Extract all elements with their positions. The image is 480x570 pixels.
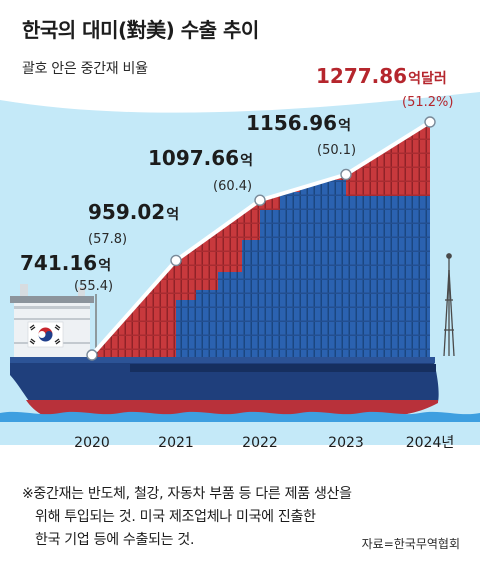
value-label-2024년: 1277.86억달러 — [316, 64, 447, 88]
ratio-label-2020: (55.4) — [74, 279, 113, 294]
ship-mast — [443, 253, 455, 357]
x-tick-2024년: 2024년 — [406, 435, 455, 451]
footnote-line-3: 한국 기업 등에 수출되는 것. — [35, 532, 195, 548]
korea-flag-icon — [27, 321, 64, 348]
footnote-line-2: 위해 투입되는 것. 미국 제조업체나 미국에 진출한 — [35, 509, 316, 525]
x-tick-2021: 2021 — [158, 435, 194, 451]
value-label-2022: 1097.66억 — [148, 146, 253, 170]
sea-waves — [0, 411, 480, 422]
data-point-2024년 — [424, 116, 436, 128]
x-tick-2022: 2022 — [242, 435, 278, 451]
value-label-2023: 1156.96억 — [246, 111, 351, 135]
x-tick-2023: 2023 — [328, 435, 364, 451]
ratio-label-2021: (57.8) — [88, 232, 127, 247]
source-credit: 자료=한국무역협회 — [361, 537, 460, 551]
ratio-label-2023: (50.1) — [317, 143, 356, 158]
ship — [10, 253, 455, 416]
data-point-2022 — [254, 194, 266, 206]
value-label-2021: 959.02억 — [88, 200, 179, 224]
ratio-label-2024년: (51.2%) — [402, 95, 453, 110]
page-title: 한국의 대미(對美) 수출 추이 — [22, 18, 259, 42]
footnote-line-1: ※중간재는 반도체, 철강, 자동차 부품 등 다른 제품 생산을 — [22, 486, 352, 502]
value-label-2020: 741.16억 — [20, 251, 111, 275]
data-point-2021 — [170, 254, 182, 267]
ratio-label-2022: (60.4) — [213, 179, 252, 194]
x-axis-labels: 2020 2021 2022 2023 2024년 — [74, 435, 454, 451]
footnote: ※중간재는 반도체, 철강, 자동차 부품 등 다른 제품 생산을 위해 투입되… — [22, 483, 467, 552]
data-point-2023 — [340, 168, 352, 181]
page-subtitle: 괄호 안은 중간재 비율 — [22, 61, 148, 77]
value-labels: 741.16억 (55.4) 959.02억 (57.8) 1097.66억 (60.4)… — [20, 64, 453, 294]
export-line — [86, 116, 436, 361]
data-point-2020 — [86, 349, 98, 361]
x-tick-2020: 2020 — [74, 435, 110, 451]
